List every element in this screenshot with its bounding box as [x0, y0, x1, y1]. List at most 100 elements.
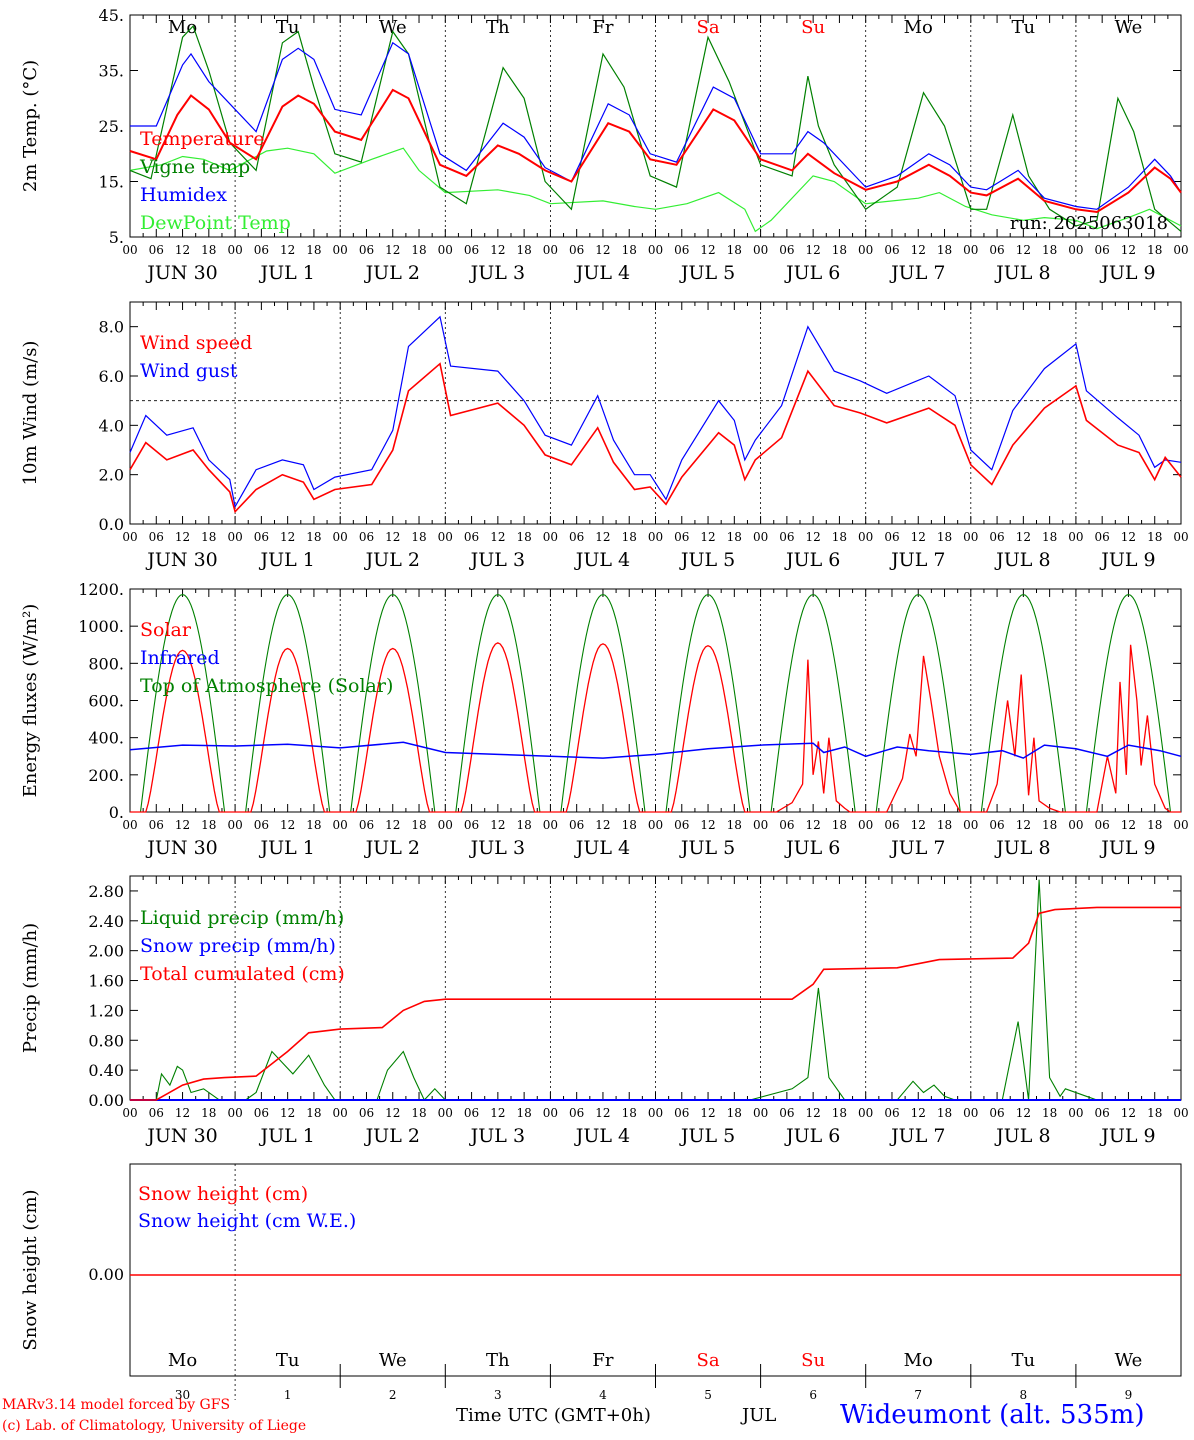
hour-tick-label: 12	[490, 243, 505, 257]
hour-tick-label: 18	[411, 818, 426, 832]
hour-tick-label: 06	[779, 530, 794, 544]
hour-tick-label: 18	[1147, 1106, 1162, 1120]
day-number: 9	[1125, 1388, 1133, 1402]
date-label: JUL 4	[574, 549, 630, 571]
hour-tick-label: 12	[1016, 818, 1031, 832]
hour-tick-label: 00	[543, 530, 558, 544]
day-number: 6	[809, 1388, 817, 1402]
day-name: Mo	[168, 17, 197, 38]
hour-tick-label: 18	[937, 818, 952, 832]
hour-tick-label: 12	[385, 243, 400, 257]
hour-tick-label: 06	[149, 818, 164, 832]
date-label: JUL 9	[1099, 837, 1155, 859]
hour-tick-label: 00	[753, 818, 768, 832]
date-label: JUL 7	[889, 549, 945, 571]
hour-tick-label: 06	[149, 1106, 164, 1120]
hour-tick-label: 00	[1068, 1106, 1083, 1120]
day-name: We	[379, 1350, 407, 1371]
station-label: Wideumont (alt. 535m)	[840, 1400, 1145, 1430]
model-credit-line2: (c) Lab. of Climatology, University of L…	[2, 1418, 307, 1434]
y-axis-label-1: 10m Wind (m/s)	[20, 341, 41, 486]
hour-tick-label: 18	[727, 818, 742, 832]
date-label: JUL 2	[364, 549, 420, 571]
day-name: Mo	[904, 17, 933, 38]
hour-tick-label: 12	[595, 530, 610, 544]
hour-tick-label: 18	[516, 1106, 531, 1120]
hour-tick-label: 12	[280, 530, 295, 544]
date-label: JUL 2	[364, 262, 420, 284]
day-name: Tu	[276, 1350, 300, 1371]
hour-tick-label: 00	[1173, 243, 1188, 257]
day-number: 8	[1020, 1388, 1028, 1402]
hour-tick-label: 00	[963, 243, 978, 257]
hour-tick-label: 18	[516, 818, 531, 832]
hour-tick-label: 12	[490, 1106, 505, 1120]
hour-tick-label: 12	[490, 818, 505, 832]
date-label: JUL 8	[994, 549, 1050, 571]
day-name: Fr	[592, 1350, 613, 1371]
day-name: Sa	[697, 17, 720, 38]
legend-entry: Infrared	[140, 647, 220, 669]
date-label: JUL 3	[469, 1125, 525, 1147]
hour-tick-label: 00	[227, 243, 242, 257]
hour-tick-label: 18	[622, 1106, 637, 1120]
day-name: We	[379, 17, 407, 38]
legend-entry: Snow height (cm)	[138, 1183, 308, 1205]
legend-entry: Temperature	[140, 128, 264, 150]
hour-tick-label: 06	[254, 243, 269, 257]
hour-tick-label: 00	[122, 243, 137, 257]
hour-tick-label: 00	[753, 530, 768, 544]
date-label: JUL 9	[1099, 262, 1155, 284]
hour-tick-label: 18	[411, 530, 426, 544]
date-label: JUL 8	[994, 1125, 1050, 1147]
hour-tick-label: 18	[516, 243, 531, 257]
day-name: Su	[801, 1350, 825, 1371]
day-number: 1	[284, 1388, 292, 1402]
date-label: JUL 2	[364, 837, 420, 859]
legend-entry: Wind speed	[140, 332, 252, 354]
hour-tick-label: 00	[122, 1106, 137, 1120]
day-name: Sa	[697, 1350, 720, 1371]
date-label: JUL 5	[679, 1125, 735, 1147]
y-tick-label: 25.	[99, 117, 124, 136]
hour-tick-label: 12	[385, 530, 400, 544]
hour-tick-label: 18	[1042, 818, 1057, 832]
date-label: JUL 2	[364, 1125, 420, 1147]
date-label: JUL 7	[889, 1125, 945, 1147]
date-label: JUL 4	[574, 262, 630, 284]
hour-tick-label: 06	[359, 818, 374, 832]
hour-tick-label: 18	[201, 818, 216, 832]
day-number: 3	[494, 1388, 502, 1402]
series-line-vigne	[129, 24, 1182, 232]
series-line-infrared	[129, 741, 1182, 759]
hour-tick-label: 18	[1042, 243, 1057, 257]
series-line-speed	[129, 362, 1182, 514]
hour-tick-label: 06	[674, 530, 689, 544]
hour-tick-label: 06	[464, 818, 479, 832]
hour-tick-label: 18	[937, 530, 952, 544]
hour-tick-label: 18	[727, 243, 742, 257]
hour-tick-label: 00	[333, 1106, 348, 1120]
y-tick-label: 45.	[99, 6, 124, 25]
hour-tick-label: 12	[1121, 818, 1136, 832]
hour-tick-label: 18	[201, 1106, 216, 1120]
hour-tick-label: 00	[963, 530, 978, 544]
hour-tick-label: 00	[543, 243, 558, 257]
hour-tick-label: 12	[1016, 1106, 1031, 1120]
hour-tick-label: 00	[648, 243, 663, 257]
y-tick-label: 0.00	[88, 1091, 124, 1110]
hour-tick-label: 12	[806, 818, 821, 832]
hour-tick-label: 12	[911, 818, 926, 832]
hour-tick-label: 06	[674, 818, 689, 832]
hour-tick-label: 18	[937, 243, 952, 257]
hour-tick-label: 06	[884, 1106, 899, 1120]
hour-tick-label: 00	[333, 243, 348, 257]
hour-tick-label: 18	[411, 1106, 426, 1120]
hour-tick-label: 18	[201, 530, 216, 544]
y-tick-label: 5.	[109, 228, 124, 247]
hour-tick-label: 12	[806, 530, 821, 544]
hour-tick-label: 00	[543, 818, 558, 832]
hour-tick-label: 06	[569, 1106, 584, 1120]
hour-tick-label: 00	[963, 1106, 978, 1120]
legend-entry: Snow height (cm W.E.)	[138, 1210, 356, 1232]
